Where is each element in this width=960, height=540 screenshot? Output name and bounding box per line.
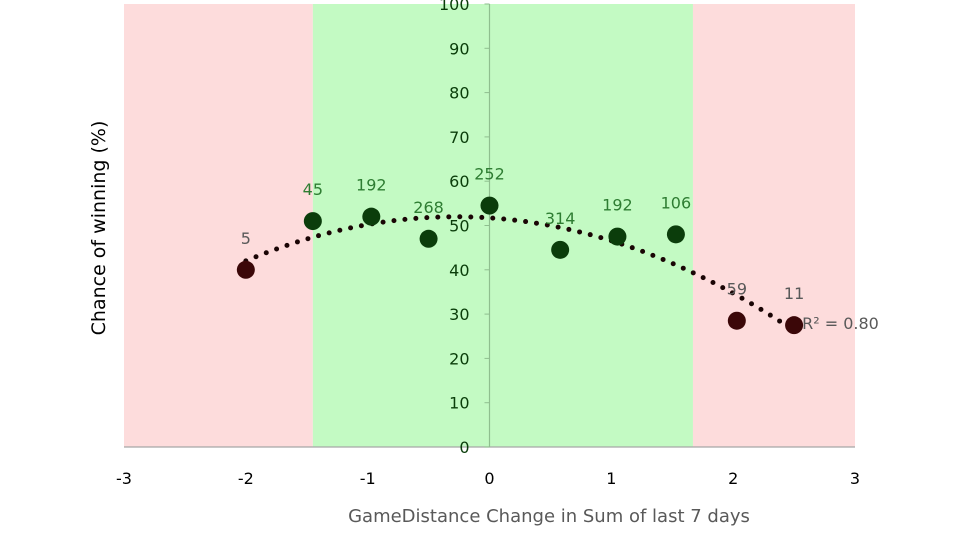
data-label: 45 — [303, 180, 323, 199]
band-red-2 — [692, 4, 855, 447]
y-tick-label: 30 — [449, 305, 469, 324]
y-tick-label: 90 — [449, 39, 469, 58]
band-red-0 — [124, 4, 313, 447]
data-point — [785, 316, 804, 335]
data-label: 252 — [474, 165, 505, 184]
y-tick-labels: 0 10 20 30 40 50 60 70 80 90 100 — [439, 0, 490, 457]
y-tick-label: 0 — [459, 438, 469, 457]
data-point — [666, 225, 685, 244]
data-label: 314 — [545, 209, 576, 228]
data-label: 192 — [356, 176, 387, 195]
x-tick-label: 2 — [728, 469, 738, 488]
trendline — [243, 214, 797, 334]
data-labels: 5 45 192 268 252 314 192 106 59 11 — [241, 165, 805, 304]
data-point — [727, 311, 746, 330]
r-squared-label: R² = 0.80 — [802, 314, 879, 333]
data-label: 11 — [784, 284, 804, 303]
data-point — [236, 260, 255, 279]
data-label: 192 — [602, 196, 633, 215]
x-tick-label: -1 — [360, 469, 376, 488]
y-tick-label: 100 — [439, 0, 470, 14]
x-tick-label: -3 — [116, 469, 132, 488]
y-tick-label: 70 — [449, 128, 469, 147]
x-tick-label: 3 — [850, 469, 860, 488]
x-axis-title: GameDistance Change in Sum of last 7 day… — [348, 506, 750, 527]
x-tick-label: 0 — [484, 469, 494, 488]
y-tick-label: 80 — [449, 84, 469, 103]
data-point — [303, 212, 322, 231]
data-point — [362, 207, 381, 226]
y-tick-label: 50 — [449, 217, 469, 236]
y-tick-label: 60 — [449, 172, 469, 191]
data-point — [551, 240, 570, 259]
band-green-1 — [312, 4, 693, 447]
y-tick-label: 20 — [449, 349, 469, 368]
x-tick-label: 1 — [606, 469, 616, 488]
y-tick-label: 40 — [449, 261, 469, 280]
x-tick-labels: -3 -2 -1 0 1 2 3 — [116, 469, 860, 488]
x-tick-label: -2 — [238, 469, 254, 488]
data-point — [480, 196, 499, 215]
y-axis-title: Chance of winning (%) — [88, 121, 110, 336]
y-tick-label: 10 — [449, 394, 469, 413]
data-label: 5 — [241, 229, 251, 248]
data-label: 106 — [661, 193, 692, 212]
data-label: 59 — [727, 280, 747, 299]
data-points — [236, 196, 804, 335]
data-label: 268 — [413, 198, 444, 217]
trendline-group — [243, 214, 797, 334]
data-point — [608, 227, 627, 246]
data-point — [419, 229, 438, 248]
background-bands — [124, 4, 855, 447]
